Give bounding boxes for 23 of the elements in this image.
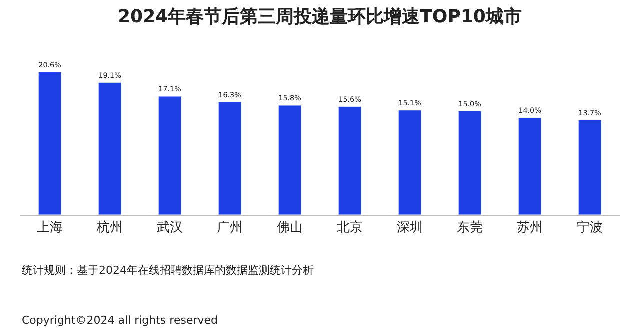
x-tick-label: 深圳 xyxy=(397,220,423,236)
text: 统计规则：基于2024年在线招聘数据库的数据监测统计分析 xyxy=(22,264,314,277)
bar xyxy=(338,106,362,215)
x-tick-label: 苏州 xyxy=(517,220,543,236)
bar xyxy=(98,82,122,215)
x-tick-label: 杭州 xyxy=(96,220,123,236)
x-tick-label: 武汉 xyxy=(157,220,183,236)
x-tick-label: 佛山 xyxy=(277,220,303,236)
bar xyxy=(398,110,422,215)
bar xyxy=(158,96,182,215)
x-tick-label: 北京 xyxy=(337,220,363,236)
bar xyxy=(518,118,542,215)
x-tick-label: 宁波 xyxy=(577,220,603,236)
bar xyxy=(458,110,482,215)
text: Copyright©2024 all rights reserved xyxy=(22,314,218,327)
bar xyxy=(578,120,602,215)
chart-title: 2024年春节后第三周投递量环比增速TOP10城市 xyxy=(118,6,522,28)
bar xyxy=(38,72,62,215)
x-tick-label: 广州 xyxy=(217,220,243,236)
bar xyxy=(278,105,302,215)
x-tick-label: 东莞 xyxy=(457,220,483,236)
x-tick-label: 上海 xyxy=(37,220,63,236)
bar xyxy=(218,102,242,215)
